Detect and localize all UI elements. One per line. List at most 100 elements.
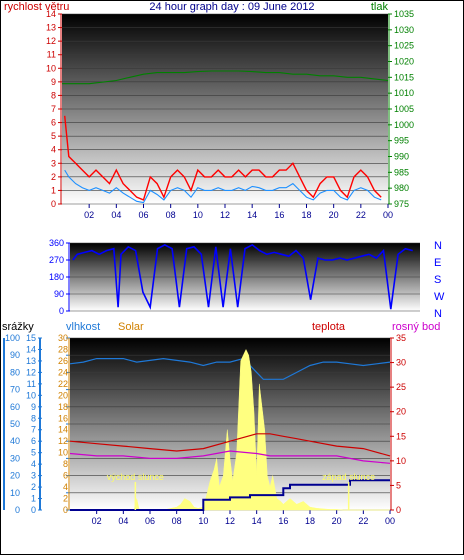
time-tick-label: 12: [220, 210, 230, 220]
solar-tick-label: 24: [58, 367, 68, 377]
pressure-tick-label: 1035: [394, 9, 414, 19]
time-tick-label: 20: [332, 516, 342, 526]
series-line-temperature: [69, 433, 391, 457]
rain-tick-label: 6: [31, 436, 36, 446]
solar-tick-label: 12: [58, 436, 68, 446]
wind-tick-label: 5: [51, 131, 56, 141]
legend-label: vlhkost: [66, 321, 100, 333]
humidity-tick-label: 60: [10, 402, 20, 412]
time-tick-label: 02: [84, 210, 94, 220]
rain-tick-label: 2: [31, 482, 36, 492]
humidity-tick-label: 30: [10, 453, 20, 463]
solar-tick-label: 16: [58, 413, 68, 423]
pressure-tick-label: 985: [394, 167, 409, 177]
time-tick-label: 08: [172, 516, 182, 526]
solar-tick-label: 2: [63, 494, 68, 504]
wind-axis-label: rychlost větru: [4, 1, 69, 13]
time-tick-label: 08: [166, 210, 176, 220]
rain-tick-label: 13: [26, 356, 36, 366]
humidity-tick-label: 80: [10, 367, 20, 377]
humidity-tick-label: 70: [10, 385, 20, 395]
solar-tick-label: 20: [58, 390, 68, 400]
sun-annotation-label: západ slunce: [322, 472, 375, 482]
humidity-axis: 0 10 20 30 40 50 60 70 80 90 100: [3, 333, 70, 515]
time-tick-label: 06: [145, 516, 155, 526]
wind-tick-label: 0: [51, 199, 56, 209]
sun-annotation-label: východ slunce: [107, 472, 164, 482]
wind-tick-label: 4: [51, 145, 56, 155]
wind-tick-label: 1: [51, 185, 56, 195]
series-line-rain: [70, 479, 390, 511]
pressure-axis-label: tlak: [371, 1, 389, 13]
solar-tick-label: 6: [63, 471, 68, 481]
rain-tick-label: 0: [31, 505, 36, 515]
pressure-tick-label: 1015: [394, 72, 414, 82]
solar-tick-label: 30: [58, 333, 68, 343]
pressure-tick-label: 995: [394, 136, 409, 146]
wind-tick-label: 12: [46, 36, 56, 46]
time-tick-label: 04: [118, 516, 128, 526]
wind-tick-label: 10: [46, 63, 56, 73]
compass-label: W: [434, 291, 445, 303]
wind-tick-label: 13: [46, 23, 56, 33]
time-tick-label: 14: [247, 210, 257, 220]
series-line-wind-direction: [72, 243, 413, 310]
rain-tick-label: 3: [31, 471, 36, 481]
humidity-tick-label: 10: [10, 488, 20, 498]
temperature-tick-label: 10: [396, 456, 406, 466]
compass-label: S: [434, 274, 441, 286]
series-line-dewpoint: [69, 450, 391, 464]
legend-label: teplota: [312, 321, 346, 333]
time-tick-label: 16: [278, 516, 288, 526]
legend-label: Solar: [118, 321, 144, 333]
time-tick-label: 18: [301, 210, 311, 220]
time-tick-label: 02: [92, 516, 102, 526]
pressure-tick-label: 1000: [394, 120, 414, 130]
direction-tick-label: 180: [49, 272, 64, 282]
direction-panel-grid: [70, 242, 420, 312]
humidity-tick-label: 90: [10, 350, 20, 360]
pressure-tick-label: 980: [394, 183, 409, 193]
sun-annotations: východ slunce západ slunce: [107, 472, 375, 510]
time-tick-label: 20: [329, 210, 339, 220]
time-tick-label: 22: [358, 516, 368, 526]
time-tick-label: 00: [385, 516, 395, 526]
wind-tick-label: 8: [51, 90, 56, 100]
pressure-tick-label: 1025: [394, 41, 414, 51]
solar-tick-label: 28: [58, 344, 68, 354]
time-tick-label: 10: [198, 516, 208, 526]
rain-tick-label: 9: [31, 402, 36, 412]
wind-tick-label: 2: [51, 172, 56, 182]
solar-tick-label: 14: [58, 425, 68, 435]
wind-panel-series: [62, 70, 389, 204]
time-tick-label: 06: [138, 210, 148, 220]
time-tick-label: 00: [383, 210, 393, 220]
solar-tick-label: 26: [58, 356, 68, 366]
direction-tick-label: 90: [54, 289, 64, 299]
humidity-tick-label: 40: [10, 436, 20, 446]
wind-tick-label: 11: [47, 50, 56, 60]
direction-tick-label: 0: [59, 306, 64, 316]
direction-panel-series: [72, 243, 413, 310]
humidity-tick-label: 100: [5, 333, 20, 343]
rain-tick-label: 14: [26, 344, 36, 354]
time-tick-label: 14: [252, 516, 262, 526]
rain-tick-label: 12: [26, 367, 36, 377]
solar-tick-label: 22: [58, 379, 68, 389]
temperature-tick-label: 30: [396, 358, 406, 368]
time-tick-label: 10: [193, 210, 203, 220]
wind-time-axis: 02 04 06 08 10 12 14 16 18 20 22 00: [84, 204, 393, 220]
rain-tick-label: 1: [31, 494, 36, 504]
temperature-tick-label: 20: [396, 407, 406, 417]
compass-label: N: [434, 240, 442, 252]
humidity-tick-label: 20: [10, 471, 20, 481]
rain-tick-label: 8: [31, 413, 36, 423]
humidity-tick-label: 50: [10, 419, 20, 429]
temperature-tick-label: 5: [396, 480, 401, 490]
temperature-tick-label: 0: [396, 505, 401, 515]
panel3-legend: srážky vlhkost Solar teplota rosný bod: [2, 321, 440, 333]
wind-tick-label: 3: [51, 158, 56, 168]
